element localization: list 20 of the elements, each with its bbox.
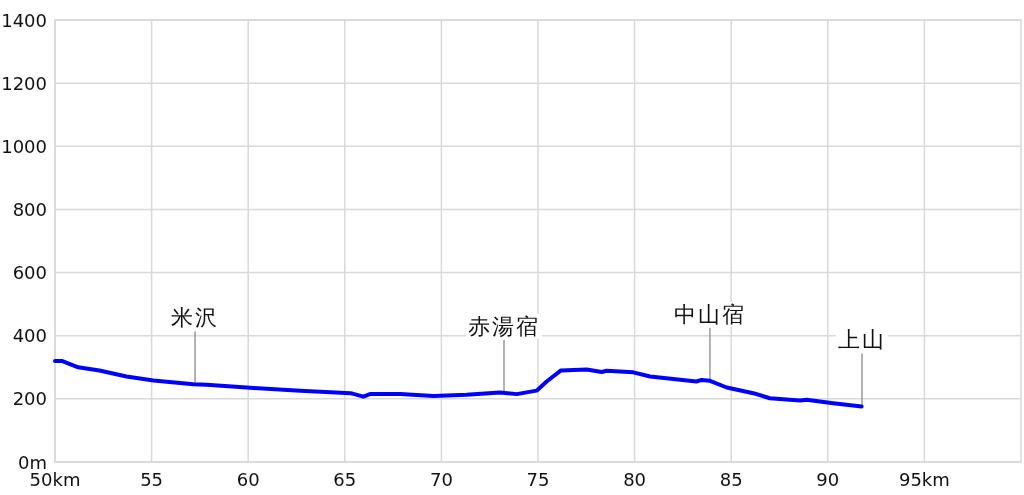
y-tick-label: 1000 [1, 135, 47, 157]
x-tick-label: 70 [429, 469, 453, 490]
y-tick-label: 400 [12, 325, 47, 347]
x-tick-label: 80 [623, 469, 647, 490]
annotation: 中山宿 [673, 301, 746, 327]
x-tick-label: 60 [236, 469, 260, 490]
x-tick-label: 65 [333, 469, 357, 490]
annotation: 上山 [838, 327, 886, 353]
x-tick-label: 85 [719, 469, 743, 490]
x-tick-label: 95km [898, 469, 950, 490]
x-tick-label: 90 [816, 469, 840, 490]
x-tick-label: 75 [526, 469, 550, 490]
y-tick-label: 1200 [1, 72, 47, 94]
annotation: 赤湯宿 [468, 313, 540, 339]
y-tick-label: 800 [12, 198, 47, 220]
y-tick-label: 1400 [1, 9, 47, 31]
x-tick-label: 55 [140, 469, 164, 490]
annotation: 米沢 [171, 305, 220, 331]
y-tick-label: 200 [12, 388, 47, 410]
y-tick-label: 600 [12, 262, 47, 284]
